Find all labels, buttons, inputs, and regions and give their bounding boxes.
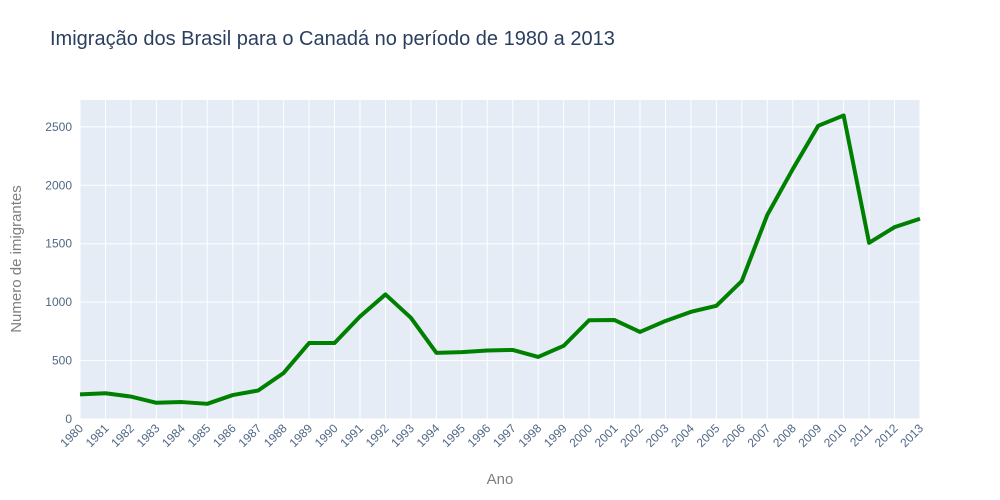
x-tick-label: 2009 xyxy=(796,421,825,450)
x-tick-label: 1987 xyxy=(236,421,265,450)
plot-area xyxy=(80,100,920,419)
x-tick-label: 1992 xyxy=(363,421,392,450)
y-tick-label: 1500 xyxy=(45,237,72,251)
x-tick-label: 1997 xyxy=(490,421,519,450)
x-tick-label: 1983 xyxy=(134,421,163,450)
x-tick-label: 2006 xyxy=(719,421,748,450)
x-axis-ticks: 1980198119821983198419851986198719881989… xyxy=(57,421,926,450)
x-tick-label: 2000 xyxy=(566,421,595,450)
x-tick-label: 1998 xyxy=(516,421,545,450)
y-tick-label: 1000 xyxy=(45,295,72,309)
x-tick-label: 1991 xyxy=(337,421,366,450)
y-axis-ticks: 0 500 1000 1500 2000 2500 xyxy=(45,120,72,426)
x-tick-label: 1994 xyxy=(414,421,443,450)
x-tick-label: 1996 xyxy=(465,421,494,450)
x-tick-label: 2005 xyxy=(694,421,723,450)
x-tick-label: 2007 xyxy=(745,421,774,450)
x-axis-title: Ano xyxy=(487,471,514,488)
x-tick-label: 2003 xyxy=(643,421,672,450)
x-tick-label: 1999 xyxy=(541,421,570,450)
x-tick-label: 1988 xyxy=(261,421,290,450)
x-tick-label: 1981 xyxy=(83,421,112,450)
gridlines xyxy=(79,100,921,420)
x-tick-label: 1993 xyxy=(388,421,417,450)
x-tick-label: 2010 xyxy=(821,421,850,450)
y-tick-label: 2000 xyxy=(45,178,72,192)
x-tick-label: 1986 xyxy=(210,421,239,450)
x-tick-label: 1989 xyxy=(286,421,315,450)
y-tick-label: 500 xyxy=(52,354,72,368)
y-tick-label: 2500 xyxy=(45,120,72,134)
x-tick-label: 2013 xyxy=(897,421,926,450)
x-tick-label: 1982 xyxy=(108,421,137,450)
x-tick-label: 1984 xyxy=(159,421,188,450)
x-tick-label: 1985 xyxy=(185,421,214,450)
x-tick-label: 2012 xyxy=(872,421,901,450)
x-tick-label: 1995 xyxy=(439,421,468,450)
chart-title: Imigração dos Brasil para o Canadá no pe… xyxy=(50,28,615,50)
y-axis-title: Numero de imigrantes xyxy=(8,185,25,333)
x-tick-label: 2008 xyxy=(770,421,799,450)
x-tick-label: 2001 xyxy=(592,421,621,450)
x-tick-label: 2002 xyxy=(617,421,646,450)
x-tick-label: 2011 xyxy=(847,421,875,449)
y-tick-label: 0 xyxy=(65,412,72,426)
x-tick-label: 1990 xyxy=(312,421,341,450)
x-tick-label: 2004 xyxy=(668,421,697,450)
series-line xyxy=(79,113,921,406)
